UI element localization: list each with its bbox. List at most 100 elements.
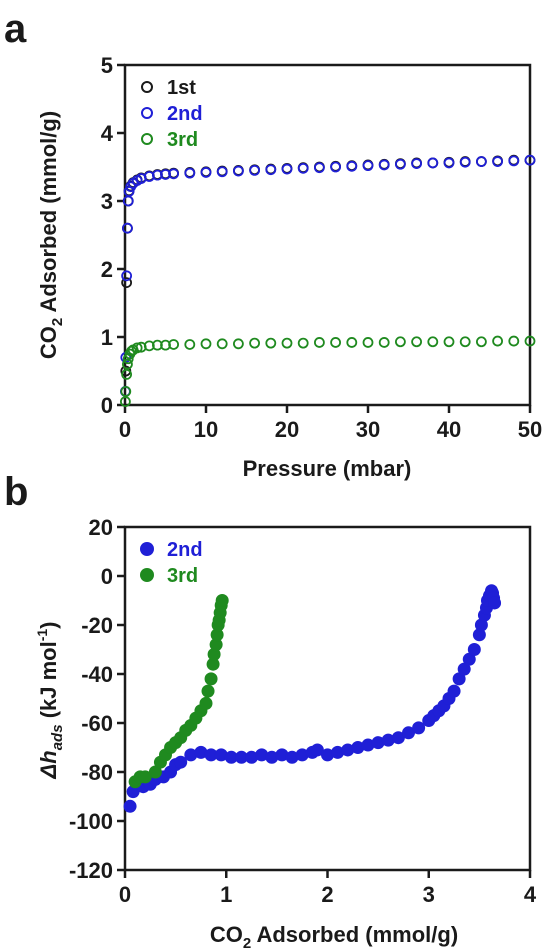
data-point-3rd bbox=[184, 339, 196, 350]
panel-label-a: a bbox=[4, 7, 27, 51]
data-point-2nd bbox=[475, 156, 487, 167]
data-point-2nd bbox=[204, 748, 218, 762]
data-point-3rd bbox=[138, 770, 152, 784]
x-tick-label: 40 bbox=[437, 417, 461, 442]
data-point-2nd bbox=[362, 160, 374, 172]
data-point-2nd bbox=[346, 160, 358, 172]
x-axis-label-a: Pressure (mbar) bbox=[243, 456, 412, 481]
data-point-2nd bbox=[122, 222, 133, 234]
data-point-2nd bbox=[184, 748, 198, 762]
data-point-2nd bbox=[285, 750, 299, 764]
x-tick-label: 4 bbox=[524, 882, 537, 907]
y-tick-label: 1 bbox=[101, 325, 113, 350]
data-point-3rd bbox=[201, 684, 215, 698]
data-point-3rd bbox=[281, 337, 293, 349]
data-point-2nd bbox=[443, 157, 455, 169]
data-point-3rd bbox=[346, 337, 358, 348]
data-point-3rd bbox=[215, 594, 229, 607]
legend-label: 2nd bbox=[167, 103, 203, 125]
data-point-3rd bbox=[204, 672, 218, 686]
data-point-3rd bbox=[126, 345, 137, 357]
legend-label: 1st bbox=[167, 77, 196, 99]
data-point-3rd bbox=[200, 338, 212, 350]
y-tick-label: 20 bbox=[89, 515, 113, 540]
data-point-2nd bbox=[232, 165, 244, 177]
y-axis-label-b: Δhads (kJ mol-1) bbox=[34, 622, 66, 780]
data-point-3rd bbox=[120, 396, 131, 408]
data-point-2nd bbox=[394, 158, 406, 170]
data-point-2nd bbox=[184, 167, 196, 179]
legend-marker bbox=[140, 542, 154, 556]
x-axis-ticks-a: 0 10 20 30 40 50 bbox=[119, 405, 542, 442]
data-point-3rd bbox=[131, 342, 143, 354]
data-point-2nd bbox=[467, 643, 481, 656]
data-point-2nd bbox=[381, 733, 395, 747]
legend-label: 2nd bbox=[167, 539, 203, 561]
data-point-2nd bbox=[200, 167, 212, 178]
data-point-3rd bbox=[411, 336, 423, 348]
legend-marker bbox=[141, 133, 153, 145]
y-tick-label: -100 bbox=[69, 809, 113, 834]
data-point-2nd bbox=[459, 156, 471, 168]
data-point-2nd bbox=[310, 743, 324, 757]
data-point-3rd bbox=[475, 336, 487, 348]
legend-marker bbox=[141, 81, 153, 93]
data-point-2nd bbox=[295, 748, 309, 762]
data-point-2nd bbox=[245, 750, 259, 764]
x-tick-label: 1 bbox=[220, 882, 232, 907]
data-point-3rd bbox=[216, 338, 228, 350]
data-point-3rd bbox=[168, 339, 180, 350]
data-point-2nd bbox=[255, 748, 269, 762]
legend-marker bbox=[140, 568, 154, 582]
data-point-2nd bbox=[447, 684, 461, 698]
x-tick-label: 50 bbox=[518, 417, 542, 442]
y-tick-label: 4 bbox=[101, 121, 114, 146]
data-point-2nd bbox=[214, 748, 228, 762]
data-point-2nd bbox=[378, 159, 390, 171]
data-point-2nd bbox=[321, 748, 334, 762]
y-axis-ticks-b: -120 -100 -80 -60 -40 -20 0 20 bbox=[69, 515, 125, 883]
data-point-3rd bbox=[492, 335, 504, 347]
data-point-2nd bbox=[123, 186, 135, 197]
plot-frame-a bbox=[123, 63, 532, 407]
x-tick-label: 2 bbox=[321, 882, 333, 907]
data-point-3rd bbox=[313, 337, 325, 348]
y-tick-label: -40 bbox=[81, 662, 113, 687]
data-point-2nd bbox=[402, 726, 415, 740]
data-point-3rd bbox=[265, 337, 277, 349]
data-point-3rd bbox=[209, 638, 223, 652]
legend-a: 1st 2nd 3rd bbox=[141, 77, 203, 151]
data-point-2nd bbox=[452, 672, 466, 686]
data-point-3rd bbox=[206, 657, 220, 671]
data-point-3rd bbox=[122, 358, 133, 370]
data-point-2nd bbox=[361, 738, 375, 752]
x-tick-label: 0 bbox=[119, 882, 131, 907]
y-tick-label: 3 bbox=[101, 189, 113, 214]
data-point-2nd bbox=[216, 166, 228, 178]
data-point-2nd bbox=[168, 168, 180, 180]
y-tick-label: -120 bbox=[69, 858, 113, 883]
data-point-3rd bbox=[249, 337, 261, 349]
data-point-3rd bbox=[210, 628, 224, 642]
data-point-2nd bbox=[265, 750, 279, 764]
data-point-2nd bbox=[234, 750, 248, 764]
data-point-3rd bbox=[330, 337, 342, 348]
data-point-2nd bbox=[492, 156, 504, 167]
data-point-3rd bbox=[199, 696, 213, 710]
panel-label-b: b bbox=[4, 470, 28, 514]
data-point-2nd bbox=[411, 158, 423, 170]
data-point-3rd bbox=[524, 335, 536, 347]
data-point-2nd bbox=[341, 743, 355, 757]
data-point-2nd bbox=[330, 161, 342, 173]
data-point-2nd bbox=[427, 157, 439, 169]
data-point-3rd bbox=[121, 368, 133, 380]
y-tick-label: 2 bbox=[101, 257, 113, 282]
x-tick-label: 3 bbox=[423, 882, 435, 907]
data-point-3rd bbox=[378, 337, 390, 348]
data-point-2nd bbox=[265, 164, 277, 176]
data-point-2nd bbox=[331, 745, 345, 759]
y-tick-label: -80 bbox=[81, 760, 113, 785]
